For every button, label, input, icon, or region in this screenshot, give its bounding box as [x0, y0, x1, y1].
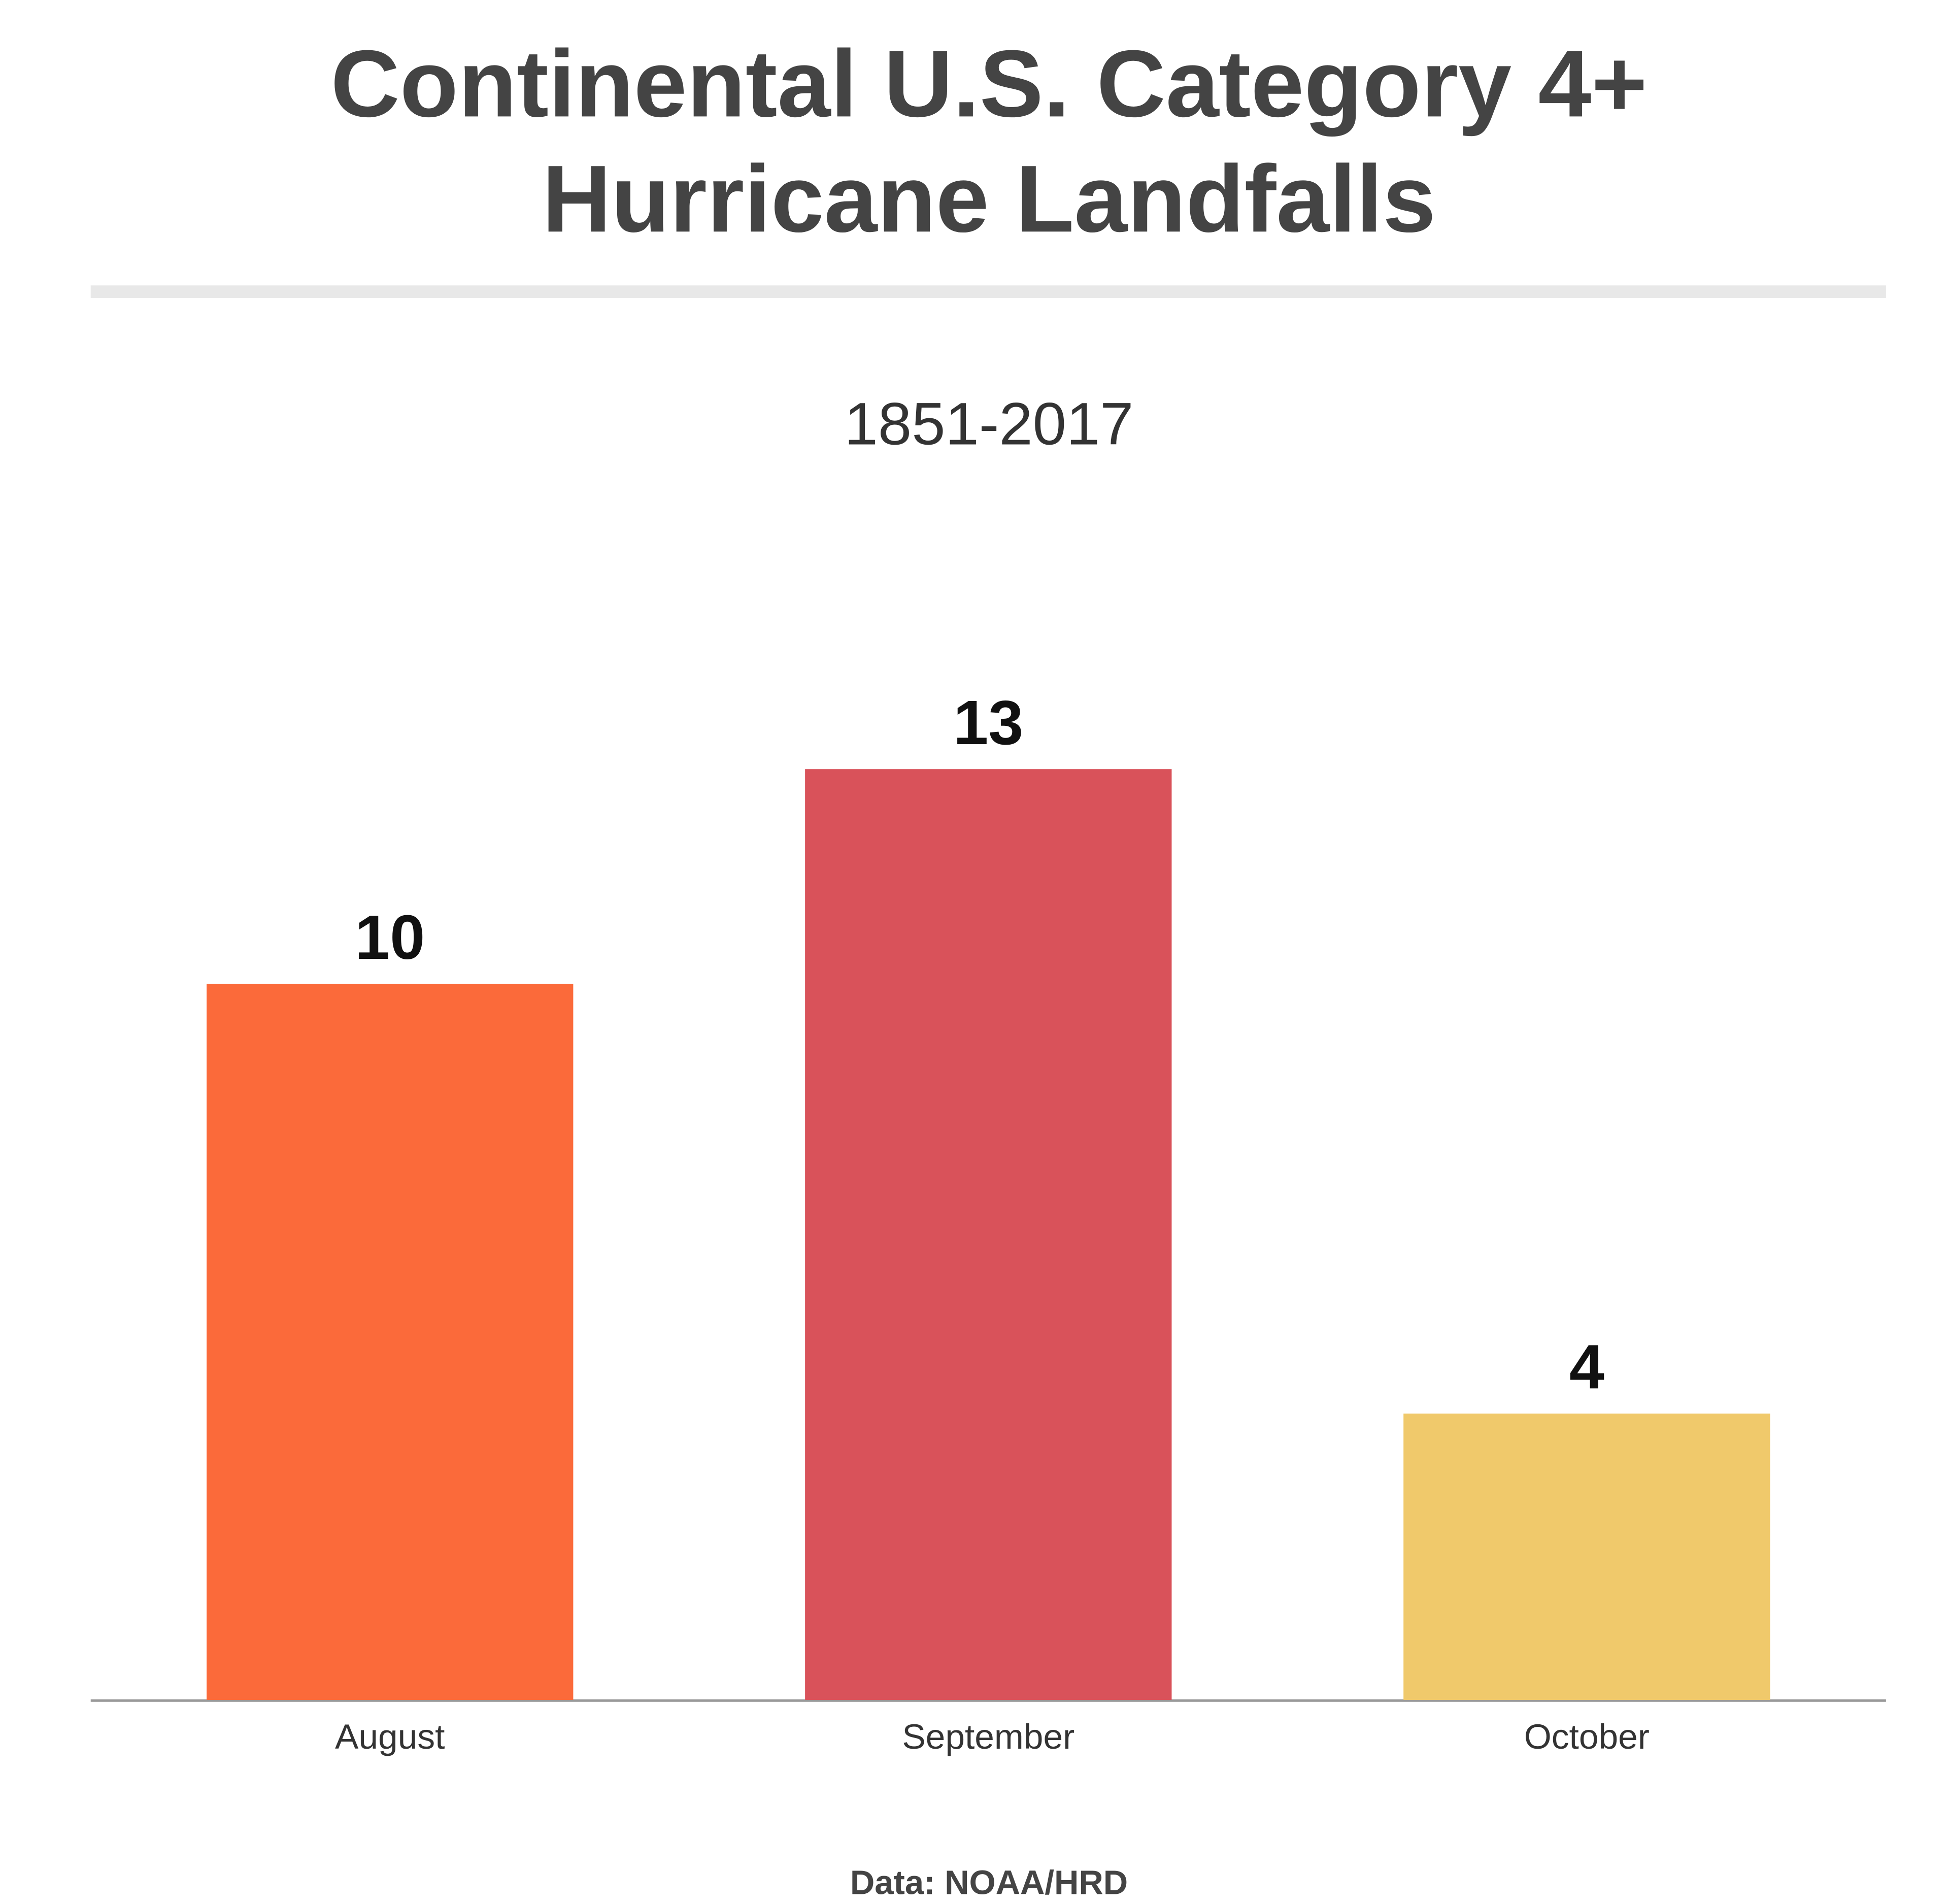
x-tick-label: October [1524, 1717, 1650, 1756]
value-label: 10 [355, 903, 425, 973]
chart-subtitle: 1851-2017 [845, 390, 1134, 458]
source-note: Data: NOAA/HRD [850, 1864, 1128, 1901]
chart-title: Continental U.S. Category 4+ [331, 30, 1648, 137]
value-label: 13 [953, 688, 1023, 758]
chart-title: Hurricane Landfalls [542, 146, 1436, 252]
title-divider [90, 285, 1886, 298]
bar [805, 769, 1172, 1700]
value-label: 4 [1569, 1332, 1604, 1402]
bar [207, 984, 574, 1700]
x-tick-label: September [902, 1717, 1074, 1756]
x-tick-label: August [335, 1717, 445, 1756]
bar [1403, 1413, 1770, 1700]
